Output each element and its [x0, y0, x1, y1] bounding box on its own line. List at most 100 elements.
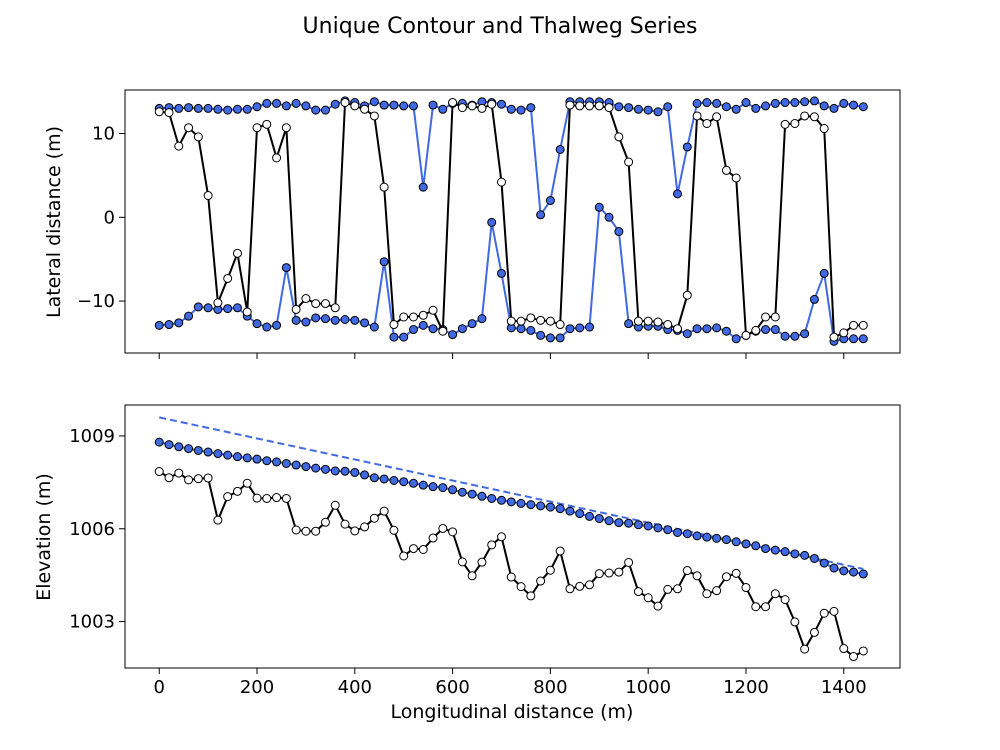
contour-upper-point [223, 105, 233, 115]
elevation-panel: 1003 1006 1009 0 200 400 600 800 1000 1200 1400 [69, 404, 901, 698]
contour-upper-point [545, 196, 555, 206]
contour-lower-point [408, 325, 418, 335]
thalweg-point [399, 312, 409, 322]
contour-lower-point [320, 314, 330, 324]
contour-lower-point [721, 326, 731, 336]
contour-upper-point [829, 103, 839, 113]
contour-lower-point [575, 323, 585, 333]
contour-upper-point [311, 105, 321, 115]
contour-lower-point [682, 329, 692, 339]
contour-point [585, 511, 595, 521]
thalweg-point [839, 644, 849, 654]
thalweg-markers [154, 467, 868, 662]
contour-lower-point [360, 318, 370, 328]
thalweg-point [272, 493, 282, 503]
thalweg-point [242, 307, 252, 317]
contour-upper-point [213, 104, 223, 114]
contour-lower-point [702, 324, 712, 334]
thalweg-point [184, 475, 194, 485]
thalweg-point [340, 98, 350, 108]
contour-lower-point [819, 268, 829, 278]
thalweg-point [497, 532, 506, 542]
contour-point [604, 516, 614, 526]
contour-point [643, 521, 653, 531]
thalweg-point [829, 332, 839, 342]
contour-point [154, 437, 164, 447]
contour-lower-point [291, 315, 301, 325]
contour-lower-point [604, 212, 614, 222]
contour-upper-point [301, 101, 311, 111]
contour-point [731, 537, 741, 547]
contour-point [829, 563, 839, 573]
contour-upper-point [232, 104, 242, 114]
contour-lower-point [232, 303, 242, 313]
x-tick-label: 800 [533, 677, 567, 698]
thalweg-point [712, 112, 722, 122]
thalweg-point [614, 132, 624, 142]
thalweg-point [457, 557, 467, 567]
contour-point [780, 547, 790, 557]
contour-point [663, 525, 673, 535]
thalweg-point [761, 602, 771, 612]
thalweg-point [809, 627, 819, 637]
contour-lower-point [369, 322, 379, 332]
contour-upper-point [614, 102, 624, 112]
thalweg-point [477, 557, 487, 567]
contour-upper-point [780, 98, 790, 108]
contour-point [262, 456, 272, 466]
contour-upper-point [800, 97, 810, 107]
y-tick-label: 1006 [69, 519, 115, 540]
contour-point [849, 567, 859, 577]
chart-title: Unique Contour and Thalweg Series [303, 14, 698, 39]
contour-point [653, 523, 663, 533]
thalweg-point [673, 324, 683, 334]
thalweg-point [536, 315, 546, 325]
thalweg-point [751, 602, 761, 612]
thalweg-point [350, 101, 360, 111]
contour-upper-point [252, 102, 262, 112]
contour-upper-point [497, 99, 506, 109]
contour-point [320, 464, 330, 474]
thalweg-point [721, 165, 731, 175]
contour-point [272, 457, 282, 467]
thalweg-point [399, 551, 409, 561]
contour-lower-point [272, 320, 282, 330]
x-tick-label: 600 [435, 677, 469, 698]
contour-upper-point [291, 98, 301, 108]
contour-point [682, 529, 692, 539]
contour-point [252, 454, 262, 464]
contour-upper-point [624, 103, 634, 113]
contour-point [858, 569, 868, 579]
contour-lower-point [497, 268, 506, 278]
contour-lower-point [262, 322, 272, 332]
thalweg-point [526, 313, 536, 323]
contour-upper-point [790, 98, 800, 108]
contour-lower-point [399, 332, 409, 342]
contour-upper-point [741, 98, 751, 108]
contour-point [164, 440, 174, 450]
thalweg-point [604, 568, 614, 578]
contour-point [506, 497, 516, 507]
thalweg-point [731, 568, 741, 578]
thalweg-point [614, 567, 624, 577]
lateral-panel: −10 0 10 [77, 89, 901, 359]
thalweg-point [428, 533, 438, 543]
contour-point [203, 447, 213, 457]
thalweg-point [653, 601, 663, 611]
thalweg-point [232, 486, 242, 496]
thalweg-point [193, 474, 203, 484]
contour-upper-point [712, 98, 722, 108]
contour-point [614, 518, 624, 528]
contour-lower-point [761, 325, 771, 335]
thalweg-point [643, 316, 653, 326]
thalweg-point [408, 544, 418, 554]
thalweg-point [663, 320, 673, 330]
contour-point [692, 531, 702, 541]
contour-upper-point [536, 210, 546, 220]
contour-upper-point [731, 104, 741, 114]
thalweg-point [545, 316, 555, 326]
contour-lower-point [516, 324, 526, 334]
thalweg-point [497, 177, 506, 187]
thalweg-point [418, 310, 428, 320]
thalweg-point [702, 589, 712, 599]
